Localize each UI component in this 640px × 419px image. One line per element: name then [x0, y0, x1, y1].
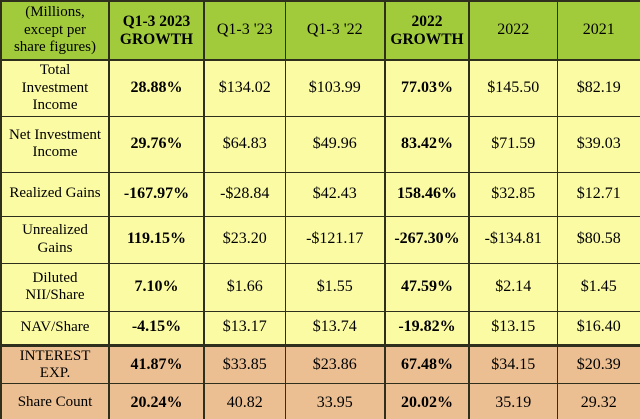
value-cell: $2.14 [468, 262, 558, 312]
value-cell: -167.97% [108, 171, 205, 217]
row-label: Total Investment Income [0, 59, 110, 117]
row-label: Unrealized Gains [0, 215, 110, 264]
table-row: NAV/Share -4.15% $13.17 $13.74 -19.82% $13.15… [0, 310, 640, 346]
value-cell: 119.15% [108, 215, 205, 264]
row-label: Diluted NII/Share [0, 262, 110, 312]
value-cell: 47.59% [384, 262, 470, 312]
header-cell-2022: 2022 [468, 0, 558, 61]
value-cell: 158.46% [384, 171, 470, 217]
value-cell: 35.19 [468, 383, 558, 419]
value-cell: 67.48% [384, 343, 470, 385]
value-cell: $33.85 [203, 343, 286, 385]
table-row: Realized Gains -167.97% -$28.84 $42.43 158.4… [0, 171, 640, 217]
value-cell: $34.15 [468, 343, 558, 385]
table-row: Total Investment Income 28.88% $134.02 $103… [0, 59, 640, 117]
value-cell: 28.88% [108, 59, 205, 117]
value-cell: 77.03% [384, 59, 470, 117]
value-cell: 29.32 [556, 383, 640, 419]
value-cell: 40.82 [203, 383, 286, 419]
value-cell: $82.19 [556, 59, 640, 117]
value-cell: 7.10% [108, 262, 205, 312]
value-cell: $42.43 [284, 171, 386, 217]
header-cell-2022-growth: 2022 GROWTH [384, 0, 470, 61]
value-cell: -4.15% [108, 310, 205, 346]
table-row: Diluted NII/Share 7.10% $1.66 $1.55 47.59% $2… [0, 262, 640, 312]
value-cell: -$121.17 [284, 215, 386, 264]
table-row: Unrealized Gains 119.15% $23.20 -$121.17 -26… [0, 215, 640, 264]
value-cell: $20.39 [556, 343, 640, 385]
header-cell-q1-3-23: Q1-3 '23 [203, 0, 286, 61]
value-cell: $80.58 [556, 215, 640, 264]
value-cell: $13.15 [468, 310, 558, 346]
value-cell: $134.02 [203, 59, 286, 117]
row-label: NAV/Share [0, 310, 110, 346]
value-cell: $32.85 [468, 171, 558, 217]
value-cell: $49.96 [284, 115, 386, 173]
value-cell: $64.83 [203, 115, 286, 173]
value-cell: $103.99 [284, 59, 386, 117]
value-cell: 41.87% [108, 343, 205, 385]
value-cell: $23.86 [284, 343, 386, 385]
value-cell: 83.42% [384, 115, 470, 173]
value-cell: $1.45 [556, 262, 640, 312]
value-cell: $23.20 [203, 215, 286, 264]
row-label: INTEREST EXP. [0, 343, 110, 385]
table-row: Share Count 20.24% 40.82 33.95 20.02% 35.19 29… [0, 383, 640, 419]
value-cell: -267.30% [384, 215, 470, 264]
value-cell: 20.24% [108, 383, 205, 419]
value-cell: $71.59 [468, 115, 558, 173]
row-label: Net Investment Income [0, 115, 110, 173]
header-row: (Millions, except per share figures) Q1-… [0, 0, 640, 61]
value-cell: $145.50 [468, 59, 558, 117]
table-row: INTEREST EXP. 41.87% $33.85 $23.86 67.48% $34… [0, 343, 640, 385]
row-label: Realized Gains [0, 171, 110, 217]
header-cell-q1-3-2023-growth: Q1-3 2023 GROWTH [108, 0, 205, 61]
value-cell: $39.03 [556, 115, 640, 173]
header-cell-units: (Millions, except per share figures) [0, 0, 110, 61]
header-cell-q1-3-22: Q1-3 '22 [284, 0, 386, 61]
value-cell: -$134.81 [468, 215, 558, 264]
value-cell: -19.82% [384, 310, 470, 346]
table-row: Net Investment Income 29.76% $64.83 $49.96 8… [0, 115, 640, 173]
value-cell: -$28.84 [203, 171, 286, 217]
value-cell: 29.76% [108, 115, 205, 173]
value-cell: $1.55 [284, 262, 386, 312]
header-cell-2021: 2021 [556, 0, 640, 61]
value-cell: $16.40 [556, 310, 640, 346]
value-cell: $1.66 [203, 262, 286, 312]
table-body: Total Investment Income 28.88% $134.02 $103… [0, 59, 640, 419]
value-cell: 33.95 [284, 383, 386, 419]
value-cell: 20.02% [384, 383, 470, 419]
value-cell: $12.71 [556, 171, 640, 217]
row-label: Share Count [0, 383, 110, 419]
value-cell: $13.74 [284, 310, 386, 346]
value-cell: $13.17 [203, 310, 286, 346]
